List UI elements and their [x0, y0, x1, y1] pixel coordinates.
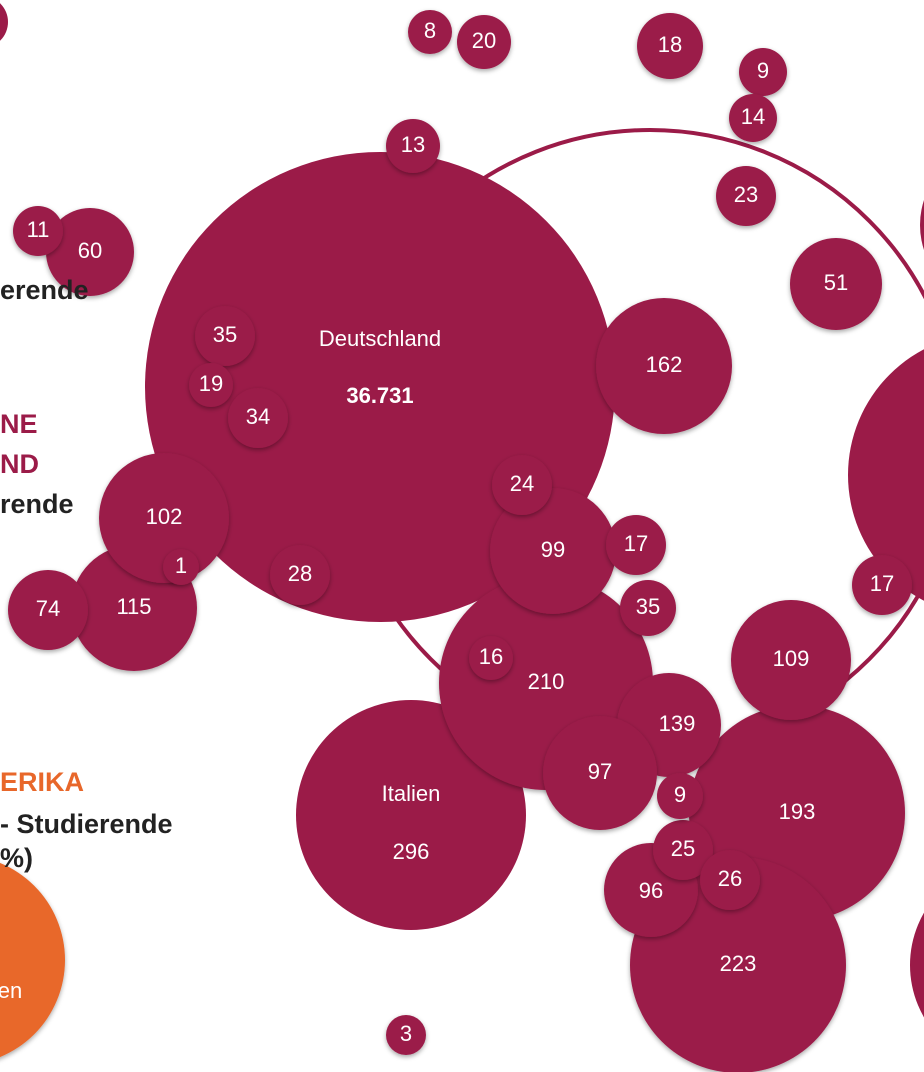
bubble	[195, 306, 255, 366]
bubble-label: 102	[146, 504, 183, 529]
bubble-label: 13	[401, 132, 425, 157]
bubble	[729, 94, 777, 142]
bubble-label: 97	[588, 759, 612, 784]
bubble-label: 96	[639, 878, 663, 903]
bubble	[852, 555, 912, 615]
bubble-value: 296	[393, 839, 430, 864]
side-label: rende	[0, 489, 74, 519]
bubble-label: 14	[741, 104, 765, 129]
bubble	[13, 206, 63, 256]
bubble	[469, 636, 513, 680]
bubble	[8, 570, 88, 650]
bubble	[145, 152, 615, 622]
bubble-label: 74	[36, 596, 60, 621]
bubble-label: 8	[424, 18, 436, 43]
bubble-label: 3	[400, 1021, 412, 1046]
bubble-label: 60	[78, 238, 102, 263]
bubble	[790, 238, 882, 330]
bubble	[739, 48, 787, 96]
bubble	[296, 700, 526, 930]
bubble-label: 193	[779, 799, 816, 824]
bubble	[189, 363, 233, 407]
bubble-value: 36.731	[346, 383, 413, 408]
side-label: %)	[0, 843, 33, 873]
bubble-label: 25	[671, 836, 695, 861]
bubble	[46, 208, 134, 296]
bubble	[637, 13, 703, 79]
bubble-label: 16	[479, 644, 503, 669]
bubble-label: 35	[213, 322, 237, 347]
bubble-label: 139	[659, 711, 696, 736]
bubble	[99, 453, 229, 583]
bubble-label: 9	[674, 782, 686, 807]
side-label: ERIKA	[0, 767, 84, 797]
side-label: erende	[0, 275, 89, 305]
bubble-label: 19	[199, 371, 223, 396]
bubble-label: en	[0, 978, 22, 1003]
bubble	[700, 850, 760, 910]
bubble	[620, 580, 676, 636]
bubble	[716, 166, 776, 226]
bubble	[657, 773, 703, 819]
bubble	[653, 820, 713, 880]
side-label: - Studierende	[0, 809, 173, 839]
bubble	[490, 488, 616, 614]
side-label: ND	[0, 449, 39, 479]
bubble-label: 23	[734, 182, 758, 207]
bubble-label: 26	[718, 866, 742, 891]
bubble-label: 24	[510, 471, 534, 496]
bubble-label: 99	[541, 537, 565, 562]
bubble-partial	[0, 3, 8, 41]
bubble	[543, 716, 657, 830]
bubble-partial	[920, 200, 924, 250]
bubble-label: 34	[246, 404, 270, 429]
side-label: NE	[0, 409, 38, 439]
bubble-label: 9	[757, 58, 769, 83]
bubble-label: 17	[624, 531, 648, 556]
bubble	[228, 388, 288, 448]
bubble-label: 1	[175, 553, 187, 578]
bubble-label: 115	[116, 594, 151, 619]
bubble-partial	[848, 349, 924, 601]
bubble-label: 28	[288, 561, 312, 586]
bubble	[386, 1015, 426, 1055]
bubble	[163, 549, 199, 585]
bubble-label: 210	[528, 669, 565, 694]
bubble-label: 162	[646, 352, 683, 377]
bubble-label: 35	[636, 594, 660, 619]
bubble	[457, 15, 511, 69]
bubble	[408, 10, 452, 54]
bubble	[270, 545, 330, 605]
bubble-label: Italien	[382, 781, 441, 806]
bubble	[606, 515, 666, 575]
bubble-partial	[910, 912, 924, 1018]
bubble-label: 109	[773, 646, 810, 671]
bubble-label: 51	[824, 270, 848, 295]
bubble-label: 20	[472, 28, 496, 53]
bubble	[596, 298, 732, 434]
bubble-label: 17	[870, 571, 894, 596]
bubble-label: 223	[720, 951, 757, 976]
bubble-label: Deutschland	[319, 326, 441, 351]
bubble-label: 18	[658, 32, 682, 57]
bubble	[492, 455, 552, 515]
bubble	[731, 600, 851, 720]
bubble	[386, 119, 440, 173]
bubble	[0, 862, 65, 1058]
bubble-label: 11	[27, 217, 50, 242]
